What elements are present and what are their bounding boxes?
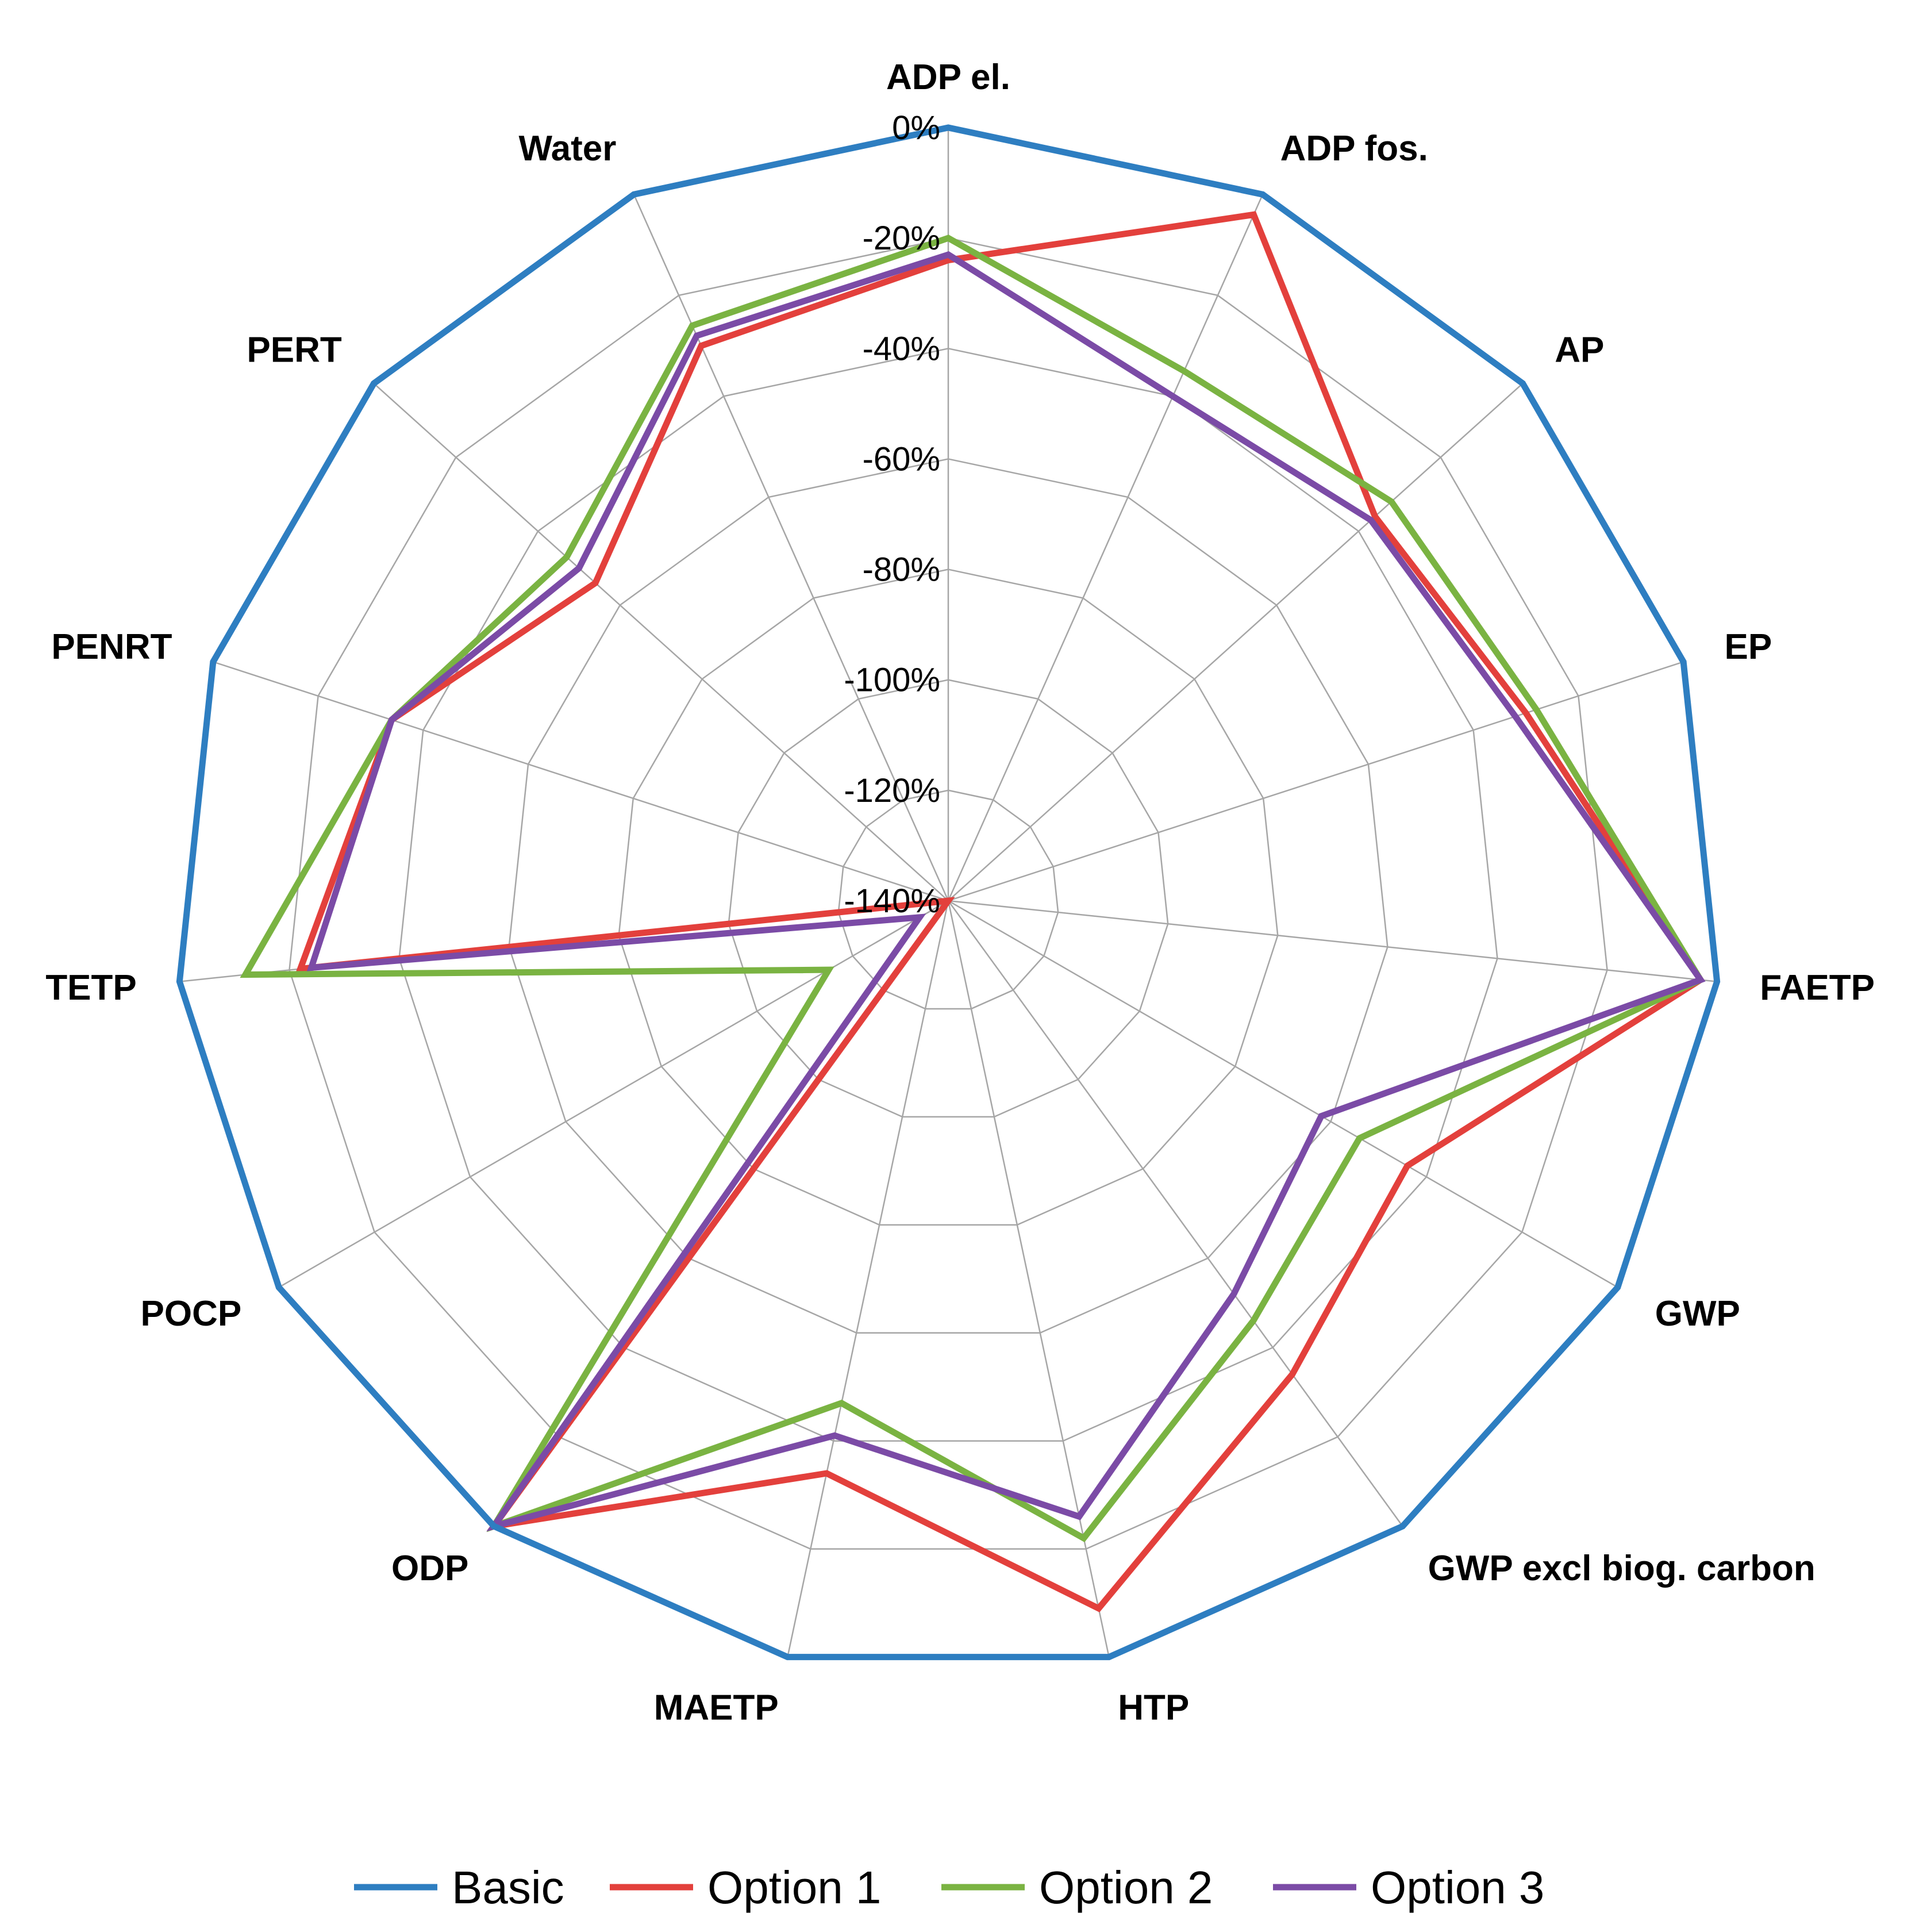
axis-label-13: PERT — [247, 330, 341, 370]
spoke-10 — [278, 900, 949, 1288]
axis-label-3: EP — [1725, 627, 1772, 667]
axis-label-14: Water — [518, 129, 616, 168]
tick-label-5: -100% — [844, 662, 940, 699]
axis-label-5: GWP — [1655, 1294, 1740, 1334]
spoke-4 — [948, 900, 1717, 982]
spoke-13 — [373, 383, 949, 901]
axis-label-0: ADP el. — [886, 57, 1010, 97]
spoke-8 — [787, 900, 949, 1657]
spoke-5 — [948, 900, 1618, 1288]
axis-labels: ADP el. ADP fos. AP EP FAETP GWP GWP excl biog… — [45, 57, 1875, 1728]
tick-label-7: -140% — [844, 882, 940, 920]
series-basic — [176, 124, 1721, 1661]
grid-layer — [179, 126, 1718, 1658]
axis-label-2: AP — [1555, 330, 1604, 370]
series-option-3 — [306, 251, 1706, 1532]
spoke-7 — [947, 900, 1110, 1657]
tick-label-4: -80% — [863, 551, 940, 589]
axis-label-4: FAETP — [1760, 968, 1875, 1008]
grid-ring-6 — [837, 789, 1059, 1010]
legend-label-basic: Basic — [452, 1862, 564, 1913]
tick-label-6: -120% — [844, 772, 940, 809]
grid-ring-1 — [289, 237, 1608, 1550]
grid-ring-4 — [618, 569, 1279, 1226]
tick-label-3: -60% — [863, 440, 940, 478]
grid-ring-2 — [398, 348, 1498, 1442]
tick-labels: 0% -20% -40% -60% -80% -100% -120% -140% — [844, 109, 940, 920]
tick-label-0: 0% — [892, 109, 940, 147]
legend-label-option-3: Option 3 — [1371, 1862, 1544, 1913]
spoke-12 — [213, 661, 949, 902]
spoke-6 — [947, 900, 1403, 1527]
axis-label-6: GWP excl biog. carbon — [1428, 1549, 1816, 1588]
legend: Basic Option 1 Option 2 Option 3 — [354, 1862, 1544, 1913]
axis-label-1: ADP fos. — [1280, 129, 1428, 168]
axis-label-10: POCP — [141, 1294, 242, 1334]
tick-label-2: -40% — [863, 330, 940, 367]
series-option-1 — [295, 211, 1705, 1612]
axis-label-7: HTP — [1118, 1688, 1189, 1728]
axis-label-12: PENRT — [51, 627, 172, 667]
grid-ring-3 — [508, 458, 1388, 1334]
legend-label-option-2: Option 2 — [1039, 1862, 1213, 1913]
axis-label-8: MAETP — [654, 1688, 779, 1728]
spoke-1 — [947, 194, 1264, 901]
grid-ring-5 — [728, 679, 1169, 1118]
spoke-3 — [948, 661, 1684, 902]
tick-label-1: -20% — [863, 220, 940, 257]
series-option-2 — [240, 235, 1705, 1542]
series-layer — [176, 124, 1721, 1661]
axis-label-11: TETP — [45, 968, 136, 1008]
axis-label-9: ODP — [391, 1549, 468, 1588]
spoke-2 — [948, 383, 1524, 901]
spoke-14 — [633, 194, 949, 901]
legend-label-option-1: Option 1 — [707, 1862, 881, 1913]
